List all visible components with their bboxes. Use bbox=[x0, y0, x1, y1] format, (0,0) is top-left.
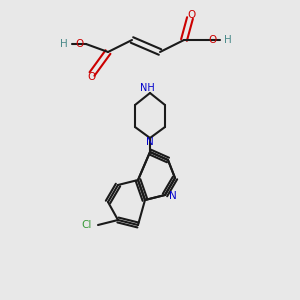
Text: O: O bbox=[76, 39, 84, 49]
Text: Cl: Cl bbox=[82, 220, 92, 230]
Text: H: H bbox=[60, 39, 68, 49]
Text: O: O bbox=[188, 10, 196, 20]
Text: N: N bbox=[169, 191, 177, 201]
Text: NH: NH bbox=[140, 83, 154, 93]
Text: H: H bbox=[224, 35, 232, 45]
Text: O: O bbox=[208, 35, 216, 45]
Text: O: O bbox=[88, 72, 96, 82]
Text: N: N bbox=[146, 137, 154, 147]
